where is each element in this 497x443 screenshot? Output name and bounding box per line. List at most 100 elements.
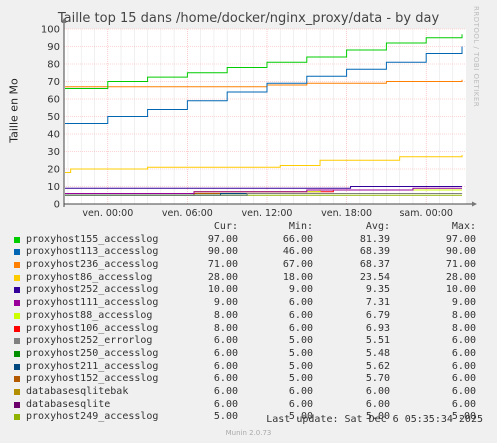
legend-cur-value: 6.00 (213, 360, 238, 372)
series-line-proxyhost111_accesslog (65, 187, 463, 194)
legend-row: proxyhost155_accesslog 97.00 66.00 81.39 97.… (0, 234, 497, 247)
legend-swatch (14, 312, 20, 319)
legend-header-cur: Cur: (213, 221, 238, 232)
legend-series-name: proxyhost86_accesslog (26, 271, 153, 283)
legend-swatch (14, 325, 20, 332)
legend-cur-value: 6.00 (213, 373, 238, 385)
legend-max-value: 8.00 (451, 322, 476, 334)
legend-series-name: proxyhost106_accesslog (26, 322, 159, 334)
legend-cur-value: 9.00 (213, 297, 238, 309)
legend-row: databasesqlitebak 6.00 6.00 6.00 6.00 (0, 386, 497, 399)
series-line-proxyhost252_accesslog (65, 186, 463, 189)
legend-cur-value: 5.00 (213, 411, 238, 423)
y-tick-label: 0 (54, 200, 60, 211)
legend-header: Cur: Min: Avg: Max: (0, 221, 497, 234)
series-line-proxyhost252_errorlog (65, 193, 463, 196)
legend-row: proxyhost113_accesslog 90.00 46.00 68.39 90.… (0, 246, 497, 259)
y-tick-label: 50 (47, 112, 60, 123)
legend-min-value: 6.00 (288, 398, 313, 410)
y-tick-label: 10 (47, 182, 60, 193)
x-axis-arrow (472, 201, 477, 207)
legend-series-name: proxyhost111_accesslog (26, 297, 159, 309)
legend-min-value: 5.00 (288, 360, 313, 372)
legend-row: proxyhost236_accesslog 71.00 67.00 68.37 71.… (0, 259, 497, 272)
legend-min-value: 6.00 (288, 385, 313, 397)
plot-area: 0 10 20 30 40 50 60 70 80 90 100 ven. 00:00 ven. 06:… (41, 18, 477, 219)
legend-swatch (14, 350, 20, 357)
legend-cur-value: 6.00 (213, 335, 238, 347)
legend-swatch (14, 363, 20, 370)
legend-min-value: 66.00 (282, 233, 313, 245)
legend-swatch (14, 262, 20, 269)
legend-header-max: Max: (451, 221, 476, 232)
legend-avg-value: 81.39 (359, 233, 390, 245)
legend-min-value: 6.00 (288, 322, 313, 334)
legend-cur-value: 10.00 (207, 284, 238, 296)
legend-swatch (14, 274, 20, 281)
legend-series-name: proxyhost250_accesslog (26, 347, 159, 359)
legend-max-value: 6.00 (451, 398, 476, 410)
legend-cur-value: 71.00 (207, 259, 238, 271)
legend-avg-value: 9.35 (365, 284, 390, 296)
x-tick-label: ven. 18:00 (321, 208, 372, 219)
legend-avg-value: 7.31 (365, 297, 390, 309)
legend-series-name: proxyhost236_accesslog (26, 259, 159, 271)
legend-avg-value: 5.51 (365, 335, 390, 347)
legend-min-value: 5.00 (288, 411, 313, 423)
legend-cur-value: 6.00 (213, 347, 238, 359)
munin-version: Munin 2.0.73 (225, 429, 272, 437)
y-tick-label: 80 (47, 60, 60, 71)
legend-row: proxyhost211_accesslog 6.00 5.00 5.62 6.00 (0, 361, 497, 374)
series-line-proxyhost113_accesslog (65, 46, 463, 124)
legend-avg-value: 5.48 (365, 347, 390, 359)
legend-row: proxyhost88_accesslog 8.00 6.00 6.79 8.00 (0, 310, 497, 323)
last-update: Last update: Sat Dec 6 05:35:34 2025 (266, 414, 483, 425)
legend-avg-value: 6.93 (365, 322, 390, 334)
legend-max-value: 90.00 (445, 246, 476, 258)
legend-header-avg: Avg: (365, 221, 390, 232)
legend-row: proxyhost252_errorlog 6.00 5.00 5.51 6.00 (0, 335, 497, 348)
legend-cur-value: 8.00 (213, 322, 238, 334)
legend-row: proxyhost252_accesslog 10.00 9.00 9.35 10.00 (0, 284, 497, 297)
legend-avg-value: 23.54 (359, 271, 390, 283)
legend-rows: proxyhost155_accesslog 97.00 66.00 81.39 97.… (0, 234, 497, 424)
legend-row: proxyhost111_accesslog 9.00 6.00 7.31 9.00 (0, 297, 497, 310)
legend-row: proxyhost152_accesslog 6.00 5.00 5.70 6.00 (0, 373, 497, 386)
legend-avg-value: 5.70 (365, 373, 390, 385)
legend-max-value: 6.00 (451, 347, 476, 359)
legend-series-name: databasesqlitebak (26, 385, 129, 397)
legend-swatch (14, 338, 20, 345)
y-tick-label: 40 (47, 130, 60, 141)
legend-cur-value: 8.00 (213, 309, 238, 321)
legend-swatch (14, 249, 20, 256)
legend-min-value: 5.00 (288, 335, 313, 347)
legend-series-name: proxyhost252_errorlog (26, 335, 153, 347)
legend-cur-value: 97.00 (207, 233, 238, 245)
legend-min-value: 6.00 (288, 309, 313, 321)
legend-row: proxyhost86_accesslog 28.00 18.00 23.54 28.0… (0, 272, 497, 285)
legend-cur-value: 6.00 (213, 385, 238, 397)
legend-min-value: 6.00 (288, 297, 313, 309)
legend-avg-value: 5.62 (365, 360, 390, 372)
y-tick-label: 60 (47, 95, 60, 106)
series-line-proxyhost155_accesslog (65, 34, 463, 89)
legend-avg-value: 6.79 (365, 309, 390, 321)
legend-min-value: 67.00 (282, 259, 313, 271)
legend-swatch (14, 401, 20, 408)
x-tick-label: ven. 00:00 (82, 208, 133, 219)
y-axis-arrow (61, 18, 67, 23)
y-tick-label: 90 (47, 42, 60, 53)
legend-min-value: 5.00 (288, 373, 313, 385)
legend-max-value: 71.00 (445, 259, 476, 271)
y-tick-label: 100 (41, 25, 60, 36)
legend-avg-value: 6.00 (365, 398, 390, 410)
legend-max-value: 6.00 (451, 335, 476, 347)
legend-min-value: 9.00 (288, 284, 313, 296)
legend: Cur: Min: Avg: Max: proxyhost155_accessl… (0, 221, 497, 424)
legend-min-value: 46.00 (282, 246, 313, 258)
legend-max-value: 9.00 (451, 297, 476, 309)
legend-series-name: proxyhost113_accesslog (26, 246, 159, 258)
legend-series-name: databasesqlite (26, 398, 111, 410)
legend-swatch (14, 300, 20, 307)
